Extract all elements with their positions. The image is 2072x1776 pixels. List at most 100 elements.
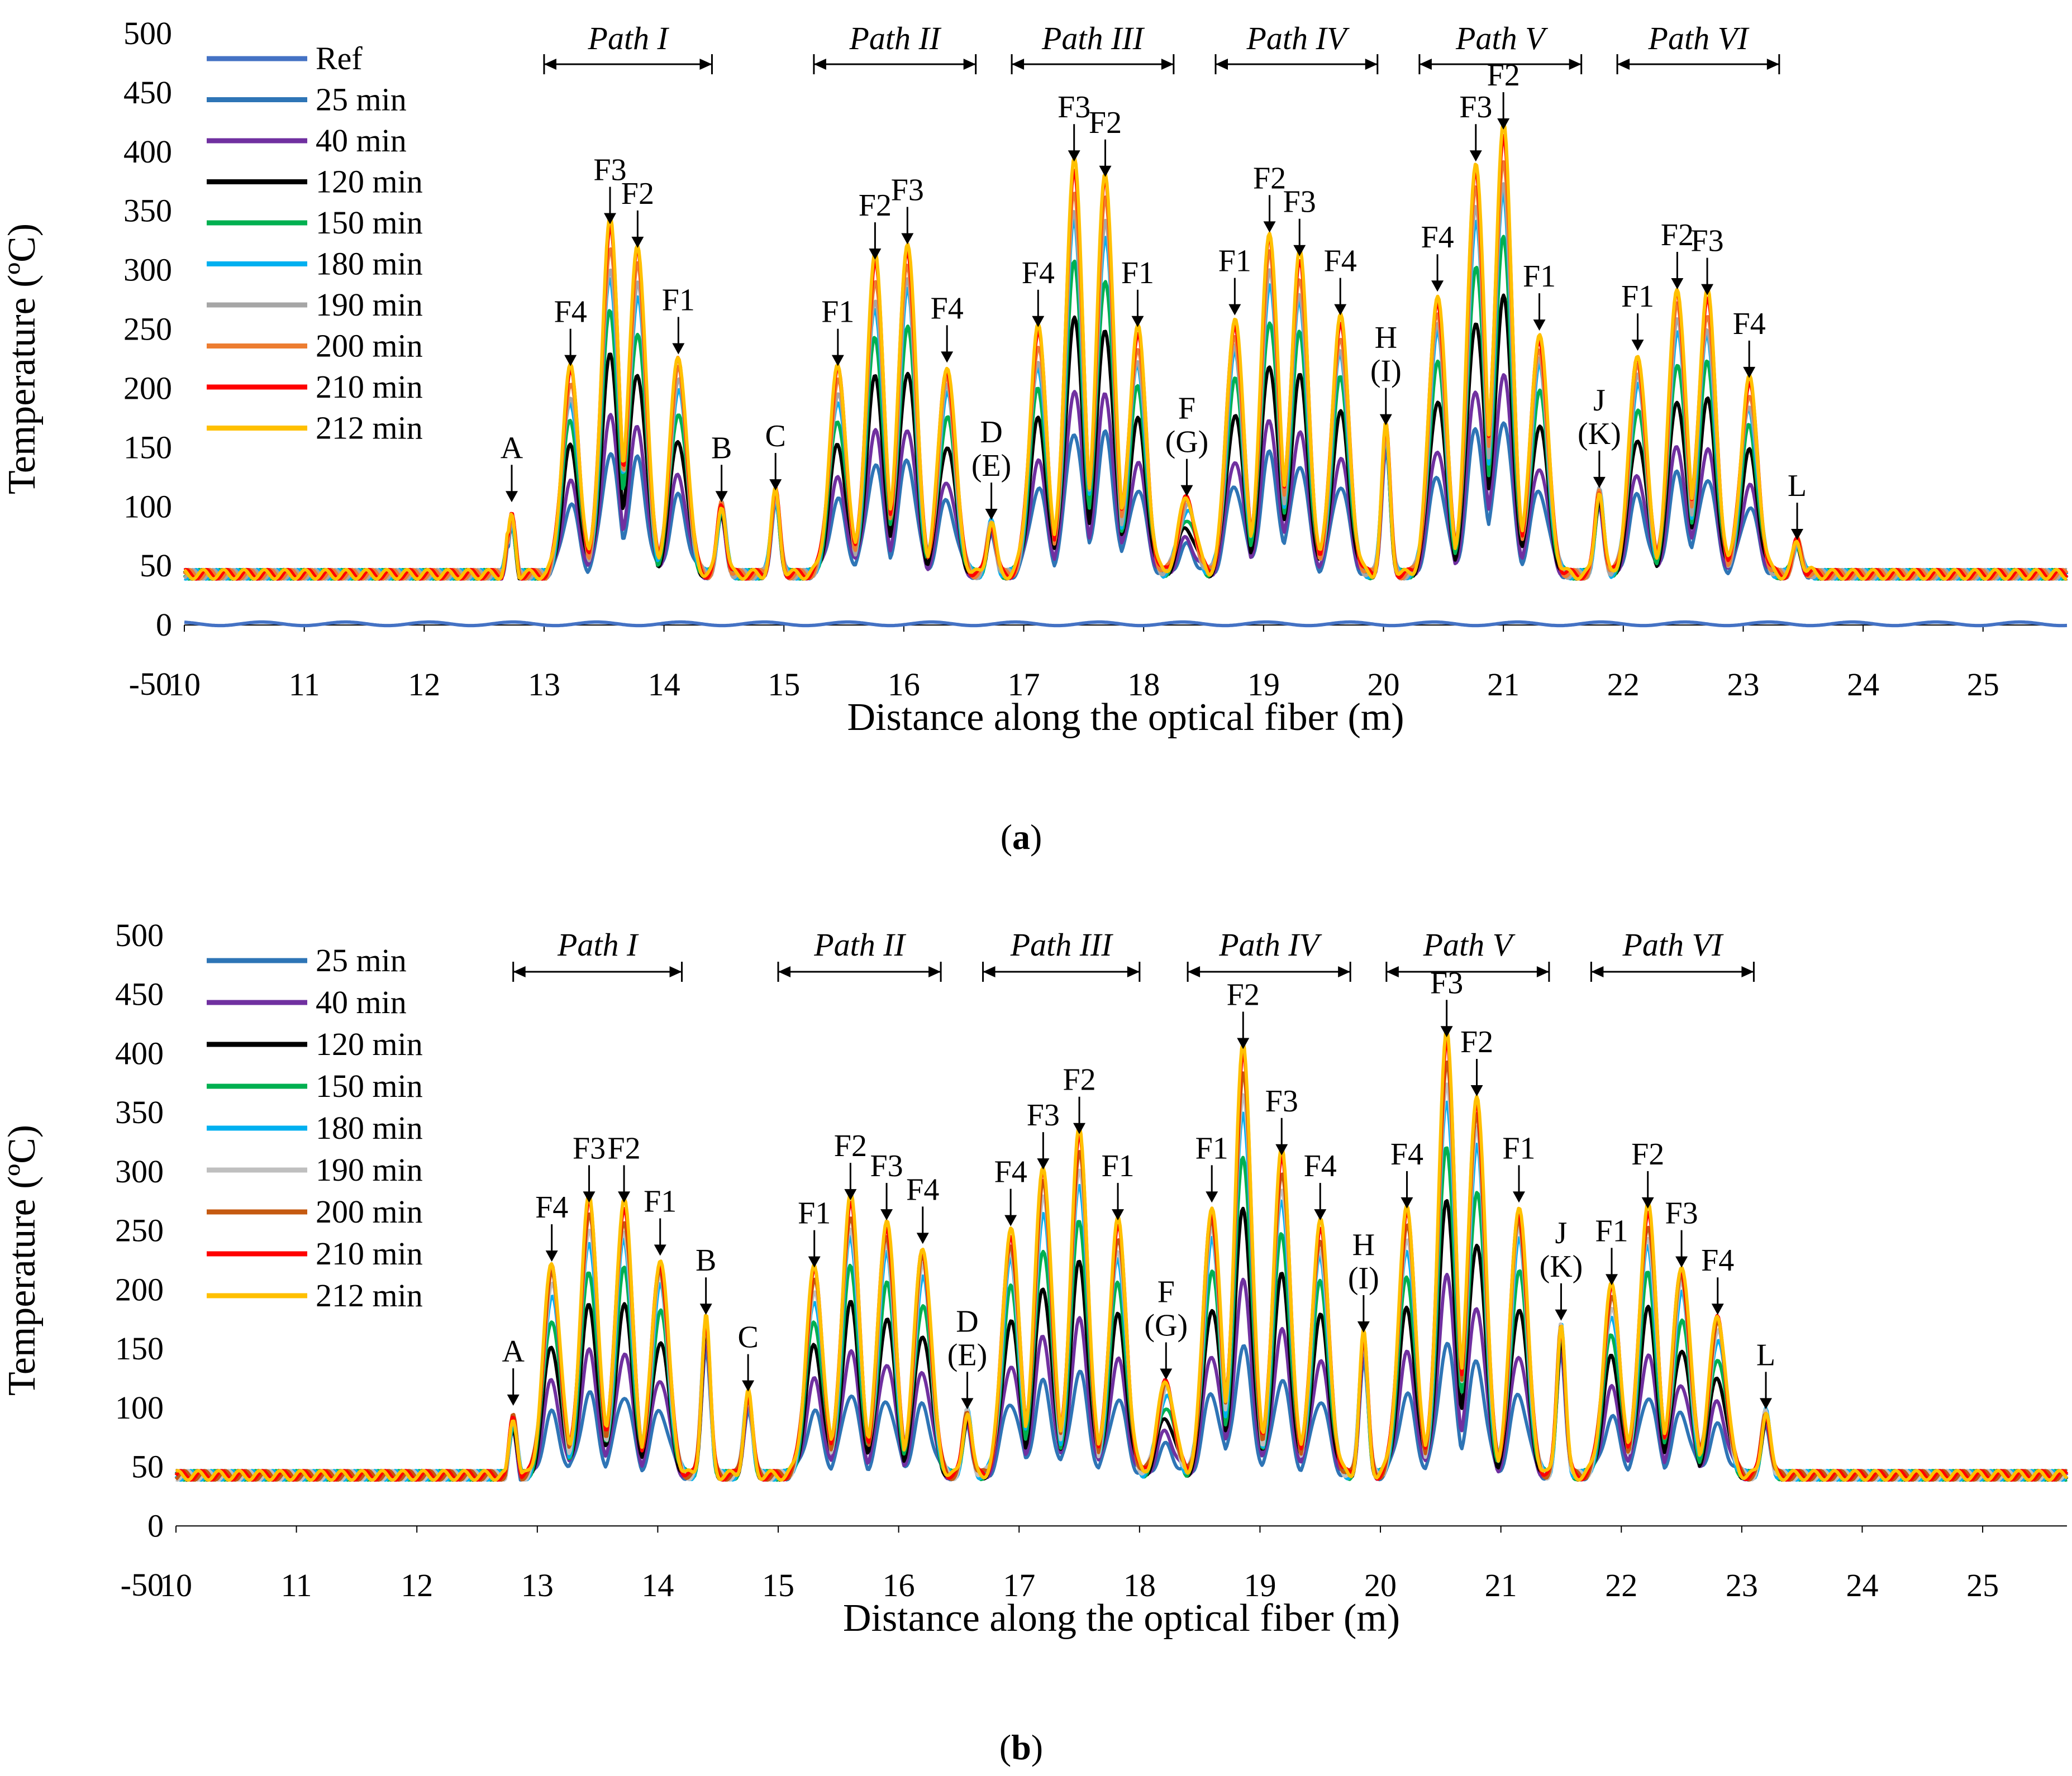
panel-a-chart: -50 0 50 100 150 200 250 300 350 400 450 500 10 11 12 1… [1, 15, 2069, 739]
y-tick-label: 100 [115, 1390, 164, 1426]
annotation-label: F4 [906, 1172, 939, 1207]
annotation-label: F2 [1063, 1063, 1095, 1097]
legend-label: 190 min [316, 1152, 423, 1188]
annotation-arrowhead [1701, 284, 1714, 295]
annotation-arrowhead [880, 1209, 893, 1221]
annotation-label: F1 [1195, 1131, 1228, 1166]
y-tick-label: 400 [115, 1035, 164, 1071]
path-label: Path III [1010, 927, 1114, 963]
legend-label: 40 min [316, 984, 407, 1020]
x-axis-label: Distance along the optical fiber (m) [843, 1597, 1400, 1640]
legend-label: 25 min [316, 82, 407, 118]
y-tick-label: 50 [131, 1449, 164, 1485]
x-tick-label: 25 [1966, 1567, 1999, 1603]
annotation-arrowhead [844, 1189, 857, 1201]
annotation-arrowhead [1593, 476, 1606, 488]
annotation-arrowhead [1606, 1274, 1618, 1286]
annotation-label: F4 [1421, 220, 1454, 255]
x-tick-label: 20 [1367, 666, 1399, 703]
annotation-label: F1 [662, 283, 695, 318]
series-line [183, 120, 2068, 581]
x-tick-label: 13 [521, 1567, 554, 1603]
annotation-label: F3 [891, 173, 924, 208]
panel-b-caption: (b) [999, 1727, 1043, 1767]
legend-label: 120 min [316, 164, 423, 200]
annotation-label: F4 [1733, 307, 1766, 341]
y-tick-label: 500 [115, 917, 164, 953]
annotation-label: F1 [1121, 256, 1154, 290]
annotation-arrowhead [1641, 1197, 1654, 1209]
path-label: Path I [588, 20, 670, 56]
legend-label: 40 min [316, 122, 407, 159]
path-arrowhead [513, 966, 526, 977]
x-tick-label: 12 [401, 1567, 433, 1603]
annotation-label: L [1756, 1338, 1775, 1372]
annotation-arrowhead [1032, 316, 1045, 327]
path-arrowhead [1161, 59, 1174, 70]
x-tick-label: 12 [408, 666, 440, 703]
annotation-label: F4 [1324, 244, 1357, 279]
x-tick-label: 11 [289, 666, 320, 703]
series-line [175, 1082, 2069, 1482]
annotation-sublabel: (G) [1144, 1309, 1188, 1343]
series-line [174, 1060, 2068, 1482]
path-arrowhead [1419, 59, 1432, 70]
y-tick-label: 500 [123, 15, 172, 51]
annotation-arrowhead [1357, 1321, 1370, 1333]
annotation-label: A [502, 1334, 525, 1369]
path-label: Path VI [1648, 20, 1750, 56]
annotation-arrowhead [1711, 1304, 1724, 1315]
legend-label: 150 min [316, 1068, 423, 1104]
annotation-sublabel: (K) [1578, 417, 1621, 451]
x-tick-label: 17 [1003, 1567, 1035, 1603]
x-tick-label: 25 [1967, 666, 1999, 703]
annotation-label: F1 [821, 295, 854, 330]
annotation-label: F1 [1502, 1131, 1535, 1166]
annotation-label: F1 [1621, 279, 1654, 314]
path-label: Path I [557, 927, 639, 963]
x-tick-label: 10 [168, 666, 201, 703]
annotation-arrowhead [1631, 340, 1644, 351]
annotation-arrowhead [961, 1398, 974, 1410]
y-tick-label: 250 [115, 1212, 164, 1249]
path-arrowhead [1741, 966, 1754, 977]
x-tick-label: 13 [528, 666, 560, 703]
path-arrowhead [983, 966, 995, 977]
y-tick-label: 250 [123, 311, 172, 347]
legend-label: 180 min [316, 246, 423, 282]
annotation-arrowhead [1237, 1038, 1250, 1049]
y-tick-label: -50 [121, 1567, 164, 1603]
annotation-label: F2 [1089, 106, 1122, 140]
annotation-arrowhead [1470, 1085, 1483, 1097]
annotation-label: H [1375, 321, 1397, 355]
legend-label: 180 min [316, 1110, 423, 1146]
annotation-label: F1 [644, 1185, 677, 1219]
annotation-label: F3 [1283, 185, 1316, 219]
annotation-label: F4 [1022, 256, 1055, 290]
path-arrowhead [1338, 966, 1351, 977]
legend-label: Ref [316, 40, 363, 77]
annotation-label: F2 [1227, 977, 1260, 1012]
annotation-arrowhead [1206, 1191, 1218, 1203]
legend-label: 25 min [316, 942, 407, 978]
annotation-label: F3 [1265, 1084, 1298, 1119]
annotation-arrowhead [1497, 118, 1510, 130]
annotation-arrowhead [916, 1233, 929, 1244]
annotation-arrowhead [1068, 150, 1080, 162]
x-axis-label: Distance along the optical fiber (m) [847, 696, 1404, 739]
annotation-label: F4 [1390, 1137, 1423, 1172]
annotation-label: J [1593, 383, 1606, 418]
panel-b-chart: -50 0 50 100 150 200 250 300 350 400 450 500 10 11 12 1… [1, 917, 2069, 1640]
annotation-label: F4 [1304, 1149, 1337, 1183]
x-tick-label: 22 [1607, 666, 1640, 703]
annotation-label: F2 [859, 188, 892, 223]
series-line [175, 1028, 2069, 1482]
path-label: Path IV [1218, 927, 1322, 963]
annotation-label: F3 [1690, 224, 1723, 259]
legend-label: 150 min [316, 204, 423, 241]
annotation-label: D [980, 415, 1002, 450]
path-arrowhead [1127, 966, 1140, 977]
annotation-arrowhead [631, 236, 644, 248]
annotation-arrowhead [1440, 1026, 1453, 1038]
series-line [184, 620, 2068, 628]
